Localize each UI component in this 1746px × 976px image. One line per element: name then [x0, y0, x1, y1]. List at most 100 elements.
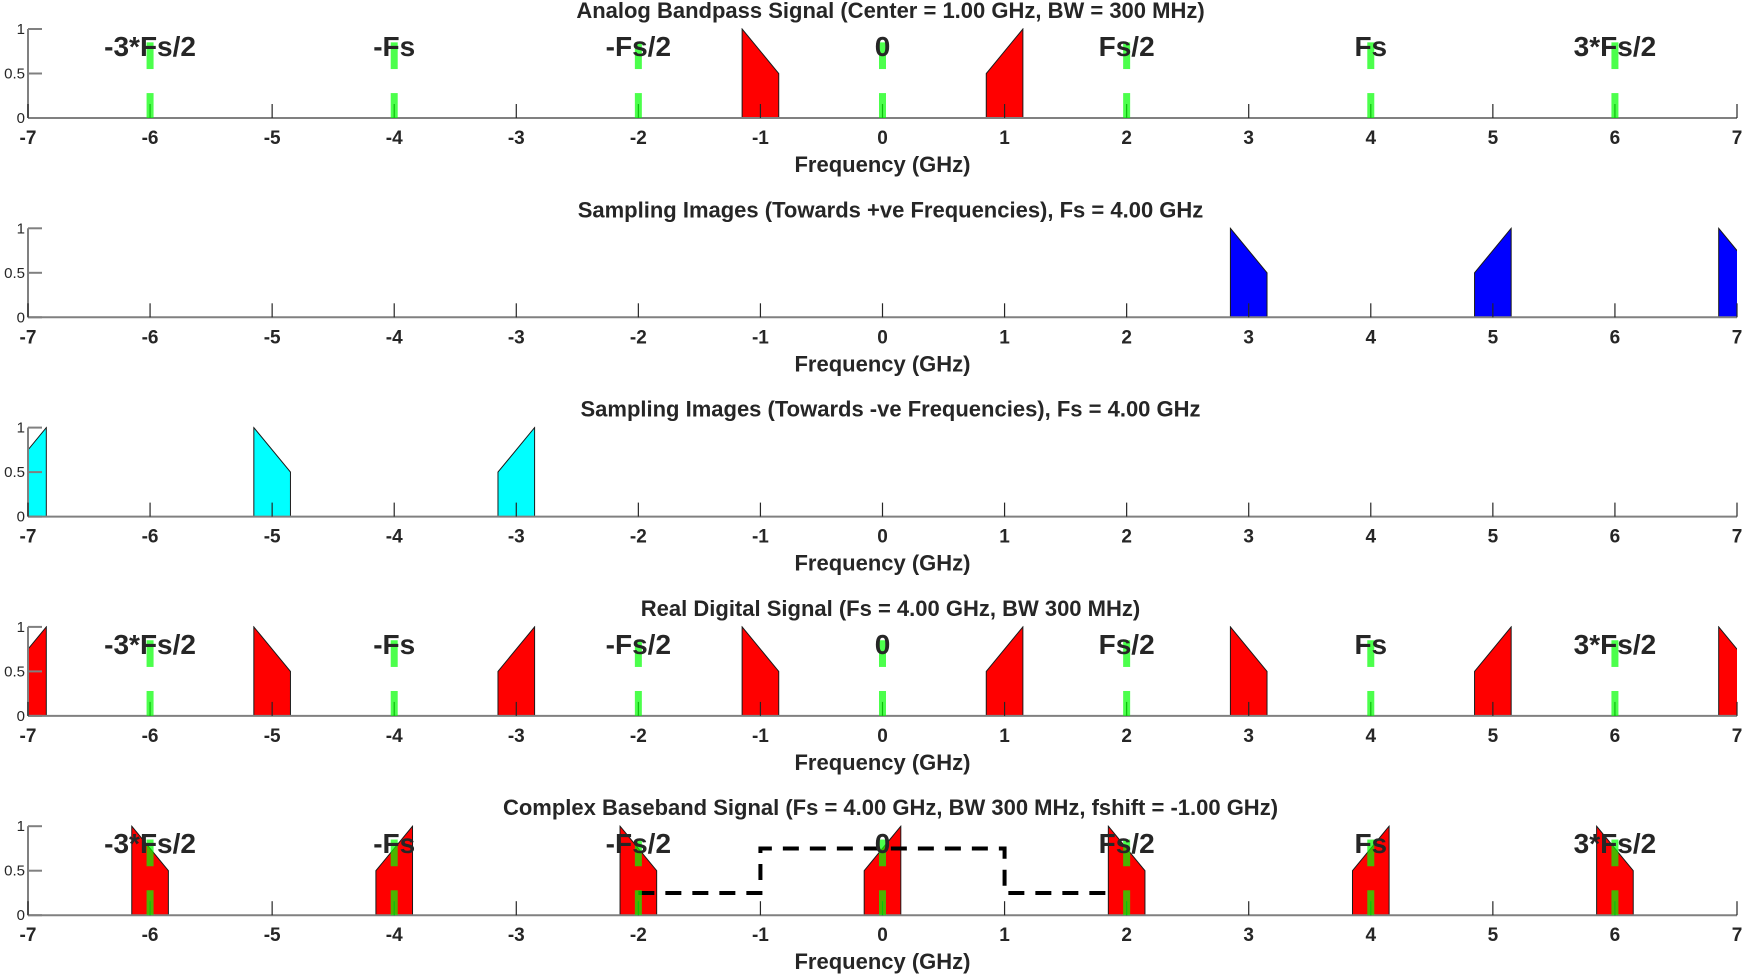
band-patch — [985, 28, 1024, 118]
x-tick-label: -3 — [508, 726, 525, 747]
y-tick-label: 1 — [17, 21, 25, 38]
x-tick-label: -1 — [752, 726, 769, 747]
marker-label: 3*Fs/2 — [1574, 31, 1657, 62]
subplot-1: Analog Bandpass Signal (Center = 1.00 GH… — [4, 0, 1742, 177]
x-tick-label: 5 — [1488, 327, 1499, 348]
x-tick-label: -2 — [630, 925, 647, 946]
chart-title: Complex Baseband Signal (Fs = 4.00 GHz, … — [503, 795, 1278, 820]
marker-label: -3*Fs/2 — [104, 828, 196, 859]
y-tick-label: 1 — [17, 220, 25, 237]
x-tick-label: -1 — [752, 527, 769, 548]
bands — [28, 426, 536, 517]
band-patch — [1474, 625, 1512, 716]
bands — [28, 625, 1737, 716]
y-tick-label: 0 — [17, 907, 25, 924]
x-tick-label: -6 — [142, 527, 159, 548]
x-tick-label: 6 — [1610, 726, 1621, 747]
x-tick-label: -7 — [20, 527, 37, 548]
marker-label: Fs/2 — [1099, 629, 1155, 660]
x-tick-label: 2 — [1121, 327, 1132, 348]
x-tick-label: -1 — [752, 327, 769, 348]
marker-label: 0 — [875, 828, 891, 859]
x-tick-label: 7 — [1732, 327, 1743, 348]
chart-title: Sampling Images (Towards -ve Frequencies… — [580, 397, 1200, 422]
band-patch — [375, 825, 414, 916]
marker-label: 3*Fs/2 — [1574, 828, 1657, 859]
x-tick-label: 4 — [1365, 925, 1376, 946]
x-tick-label: 3 — [1243, 527, 1254, 548]
x-tick-label: 0 — [877, 327, 888, 348]
y-tick-label: 0.5 — [4, 863, 25, 880]
x-tick-label: 4 — [1365, 527, 1376, 548]
x-tick-label: -2 — [630, 726, 647, 747]
x-tick-label: -3 — [508, 128, 525, 149]
x-tick-label: -4 — [386, 925, 403, 946]
y-tick-label: 1 — [17, 619, 25, 636]
marker-label: -3*Fs/2 — [104, 629, 196, 660]
y-tick-label: 0 — [17, 309, 25, 326]
y-tick-label: 0.5 — [4, 663, 25, 680]
x-tick-label: 1 — [999, 527, 1010, 548]
bands — [131, 825, 1634, 916]
x-tick-label: 7 — [1732, 726, 1743, 747]
band-patch — [741, 625, 780, 716]
marker-label: 3*Fs/2 — [1574, 629, 1657, 660]
marker-label: -Fs — [373, 31, 415, 62]
y-tick-label: 0 — [17, 708, 25, 725]
x-tick-label: 7 — [1732, 128, 1743, 149]
marker-label: 0 — [875, 31, 891, 62]
band-patch — [1229, 625, 1268, 716]
y-tick-label: 0.5 — [4, 265, 25, 282]
y-tick-label: 0.5 — [4, 66, 25, 83]
marker-label: -Fs — [373, 828, 415, 859]
x-tick-label: -4 — [386, 726, 403, 747]
bands — [1229, 227, 1737, 318]
band-patch — [1107, 825, 1146, 916]
x-tick-label: -2 — [630, 327, 647, 348]
x-axis-label: Frequency (GHz) — [794, 351, 970, 376]
x-tick-label: -2 — [630, 128, 647, 149]
x-tick-label: -6 — [142, 128, 159, 149]
marker-label: -Fs/2 — [606, 828, 671, 859]
marker-label: -Fs — [373, 629, 415, 660]
x-tick-label: 3 — [1243, 726, 1254, 747]
x-tick-label: -3 — [508, 327, 525, 348]
x-axis-label: Frequency (GHz) — [794, 750, 970, 775]
x-tick-label: -7 — [20, 925, 37, 946]
x-tick-label: 4 — [1365, 128, 1376, 149]
x-axis-label: Frequency (GHz) — [794, 152, 970, 177]
x-tick-label: -6 — [142, 925, 159, 946]
x-tick-label: -4 — [386, 327, 403, 348]
x-tick-label: 0 — [877, 128, 888, 149]
y-tick-label: 1 — [17, 818, 25, 835]
band-patch — [1351, 825, 1390, 916]
x-tick-label: -6 — [142, 327, 159, 348]
x-tick-label: -7 — [20, 327, 37, 348]
marker-label: Fs — [1354, 629, 1387, 660]
x-tick-label: -1 — [752, 128, 769, 149]
bands — [741, 28, 1024, 118]
marker-label: Fs/2 — [1099, 31, 1155, 62]
x-tick-label: 2 — [1121, 128, 1132, 149]
x-tick-label: 4 — [1365, 327, 1376, 348]
x-axis-label: Frequency (GHz) — [794, 551, 970, 576]
x-tick-label: -4 — [386, 527, 403, 548]
x-tick-label: 5 — [1488, 527, 1499, 548]
filter-response-line — [638, 846, 1109, 895]
x-tick-label: -1 — [752, 925, 769, 946]
x-tick-label: -7 — [20, 128, 37, 149]
x-tick-label: 2 — [1121, 527, 1132, 548]
marker-label: Fs/2 — [1099, 828, 1155, 859]
subplot-3: Sampling Images (Towards -ve Frequencies… — [4, 397, 1742, 576]
marker-label: Fs — [1354, 828, 1387, 859]
x-tick-label: 2 — [1121, 925, 1132, 946]
x-tick-label: 2 — [1121, 726, 1132, 747]
y-tick-label: 1 — [17, 420, 25, 437]
x-tick-label: -5 — [264, 925, 281, 946]
marker-label: Fs — [1354, 31, 1387, 62]
x-tick-label: 7 — [1732, 527, 1743, 548]
band-patch — [131, 825, 169, 916]
chart-title: Analog Bandpass Signal (Center = 1.00 GH… — [576, 0, 1204, 23]
x-tick-label: 6 — [1610, 128, 1621, 149]
